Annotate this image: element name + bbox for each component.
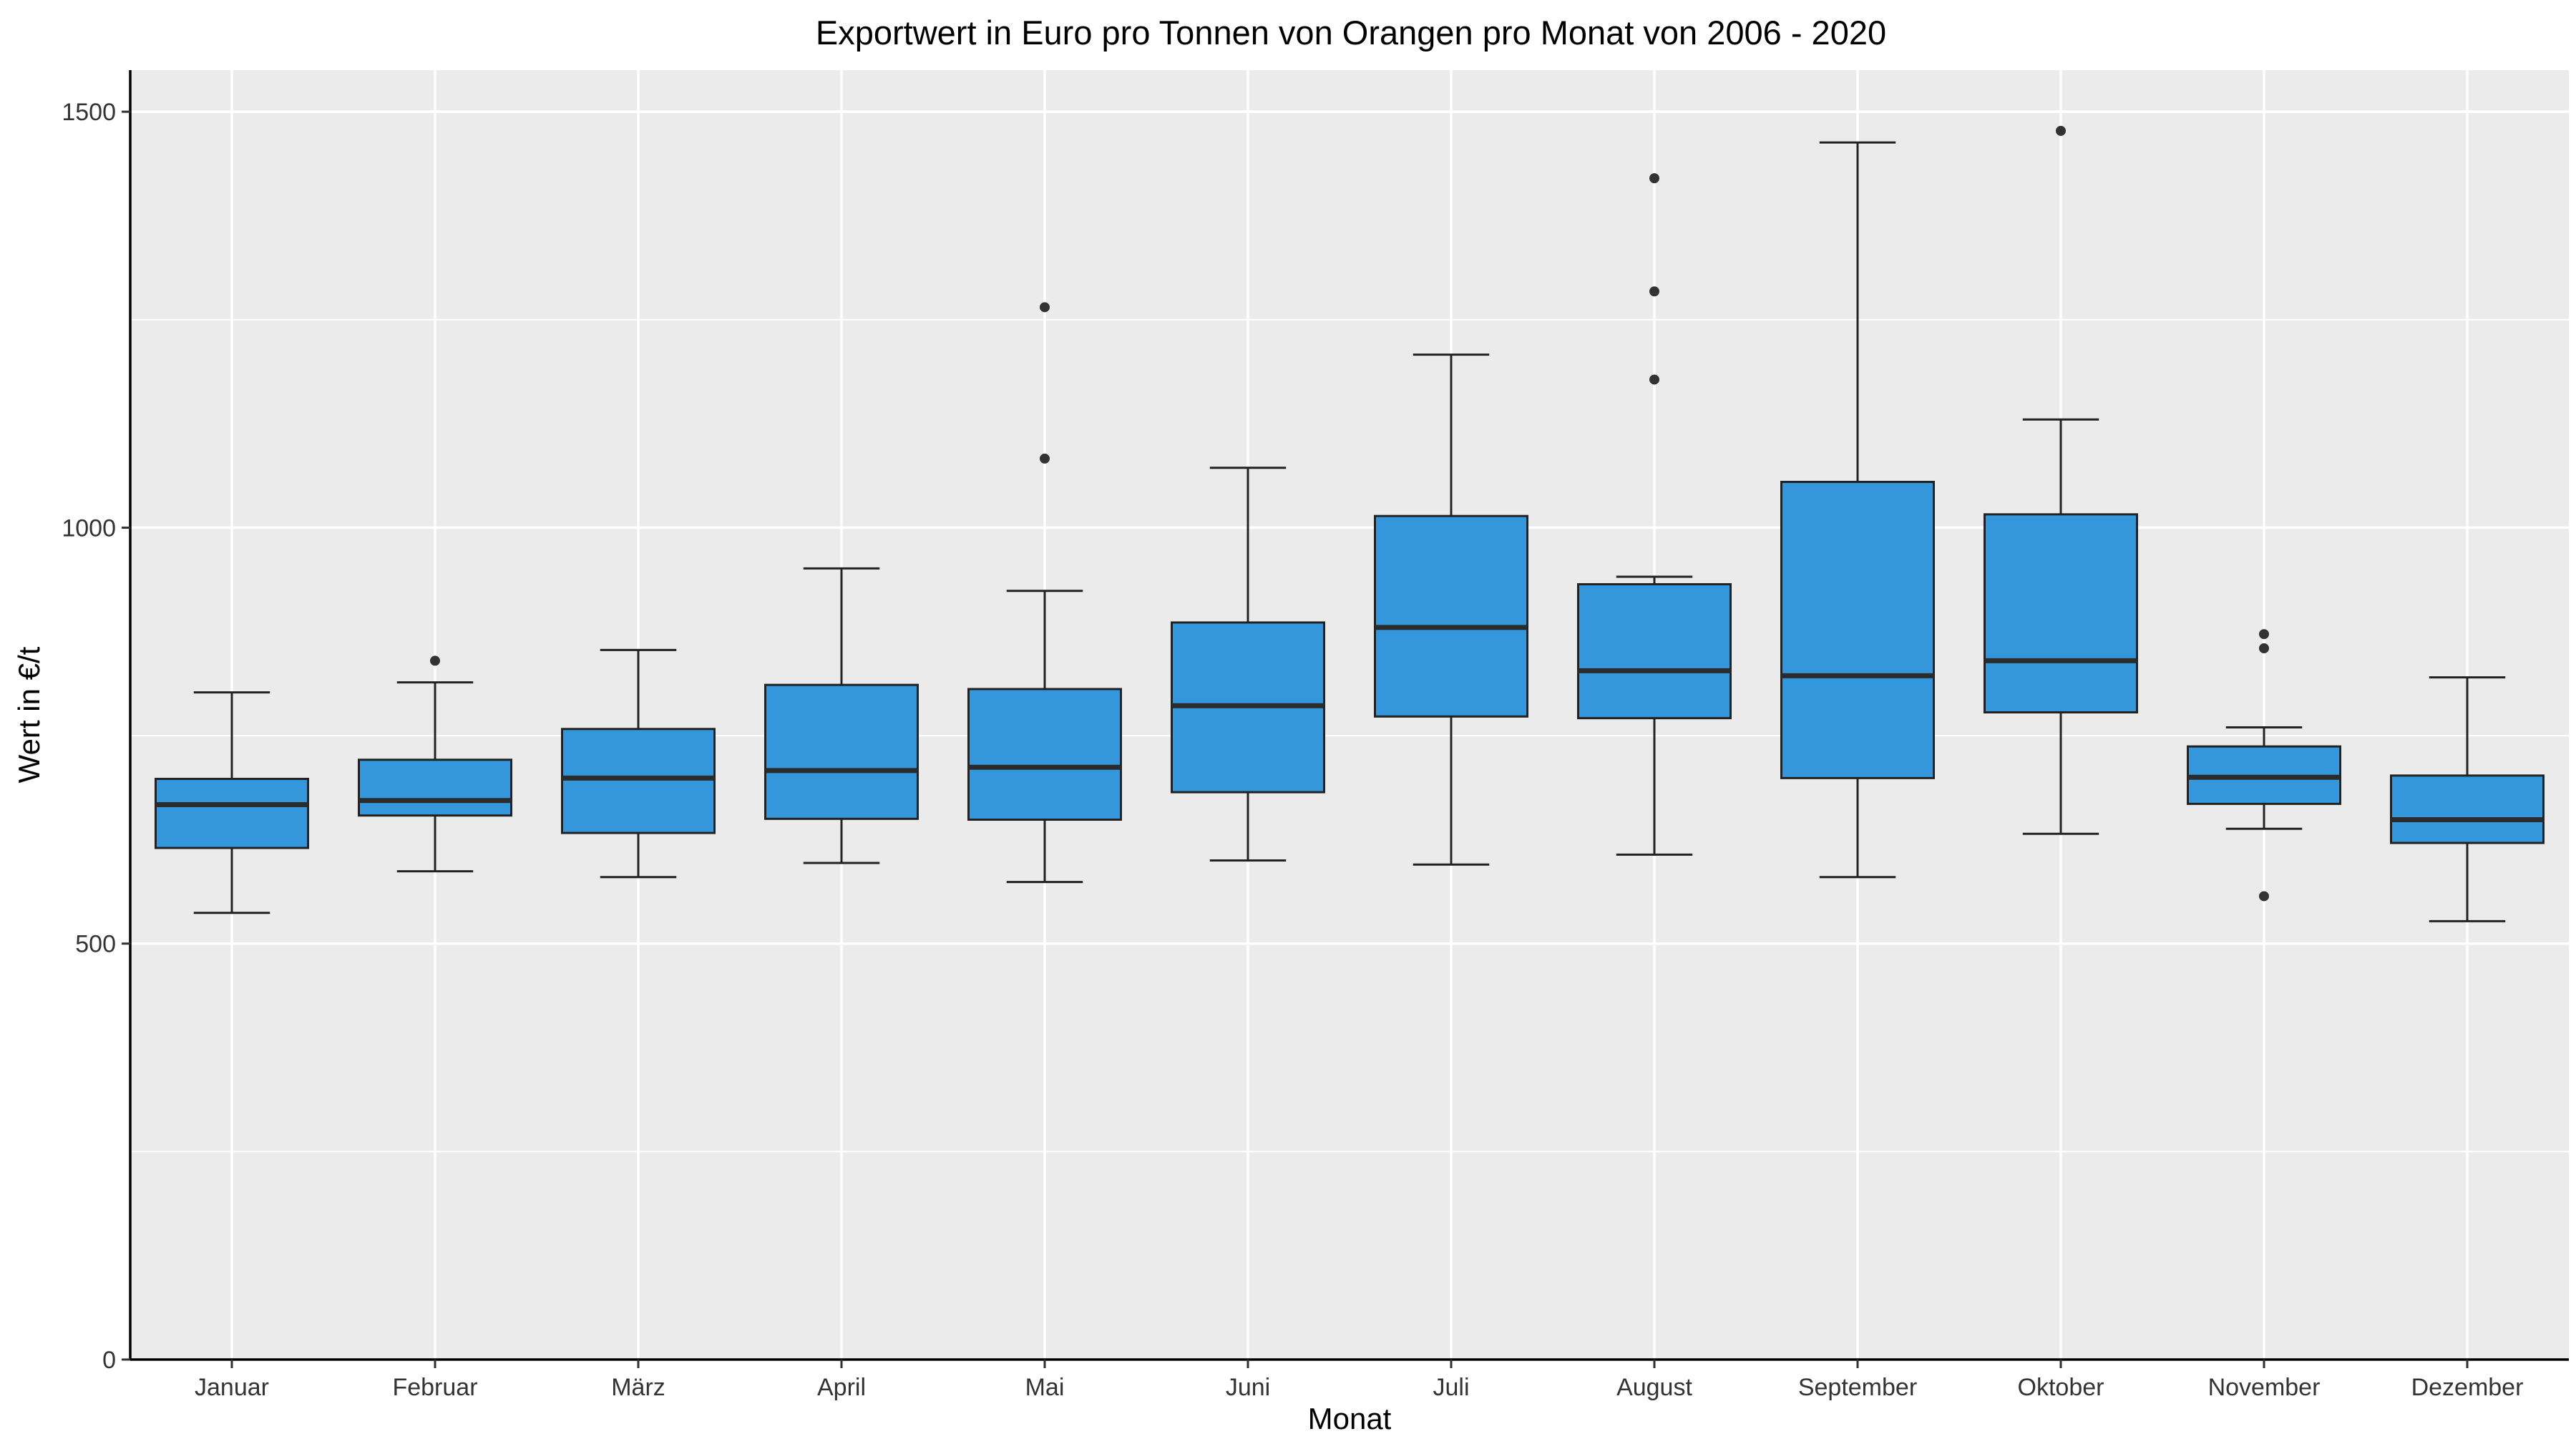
y-tick-label: 1500 xyxy=(62,99,116,126)
outlier-point xyxy=(2259,643,2269,653)
box-iqr xyxy=(2390,774,2545,844)
plot-panel xyxy=(130,70,2569,1360)
x-tick-label: Januar xyxy=(195,1374,269,1401)
box-oktober xyxy=(1984,125,2138,835)
box-april xyxy=(764,567,919,864)
y-tick-label: 1000 xyxy=(62,514,116,542)
y-tick-label: 0 xyxy=(102,1347,116,1374)
boxes xyxy=(155,125,2545,922)
box-iqr xyxy=(155,778,309,849)
x-tick-label: April xyxy=(817,1374,866,1401)
box-iqr xyxy=(561,728,716,834)
outlier-point xyxy=(2259,891,2269,902)
x-tick-label: Februar xyxy=(392,1374,477,1401)
box-mai xyxy=(967,302,1122,884)
box-iqr xyxy=(967,688,1122,821)
box-iqr xyxy=(1374,514,1528,718)
box-november xyxy=(2187,629,2341,902)
x-tick-label: Oktober xyxy=(2018,1374,2104,1401)
box-iqr xyxy=(764,683,919,820)
outlier-point xyxy=(2056,125,2066,136)
x-tick-label: September xyxy=(1798,1374,1917,1401)
y-axis-title: Wert in €/t xyxy=(12,646,46,783)
box-märz xyxy=(561,648,716,879)
x-tick-label: November xyxy=(2208,1374,2321,1401)
x-tick-label: Juli xyxy=(1433,1374,1469,1401)
x-axis-title: Monat xyxy=(1308,1402,1392,1435)
axes: 0 500 1000 1500 Januar Februar März April Mai Jun… xyxy=(62,70,2569,1401)
x-tick-label: März xyxy=(611,1374,665,1401)
x-tick-label: Mai xyxy=(1025,1374,1065,1401)
x-tick-label: Dezember xyxy=(2411,1374,2524,1401)
box-iqr xyxy=(358,758,512,817)
outlier-point xyxy=(1649,374,1659,385)
box-januar xyxy=(155,691,309,914)
box-dezember xyxy=(2390,676,2545,922)
box-iqr xyxy=(1780,480,1935,779)
outlier-point xyxy=(1649,286,1659,297)
outlier-point xyxy=(1040,302,1050,313)
outlier-point xyxy=(1040,453,1050,464)
y-tick-label: 500 xyxy=(75,931,116,958)
box-juli xyxy=(1374,353,1528,866)
box-februar xyxy=(358,655,512,873)
outlier-point xyxy=(430,655,440,666)
box-september xyxy=(1780,141,1935,879)
outlier-point xyxy=(2259,629,2269,640)
chart-title: Exportwert in Euro pro Tonnen von Orange… xyxy=(816,14,1886,52)
box-iqr xyxy=(1577,582,1732,720)
x-tick-label: August xyxy=(1616,1374,1692,1401)
box-august xyxy=(1577,173,1732,856)
x-tick-label: Juni xyxy=(1226,1374,1270,1401)
box-juni xyxy=(1171,467,1325,862)
box-iqr xyxy=(1984,513,2138,714)
outlier-point xyxy=(1649,173,1659,184)
